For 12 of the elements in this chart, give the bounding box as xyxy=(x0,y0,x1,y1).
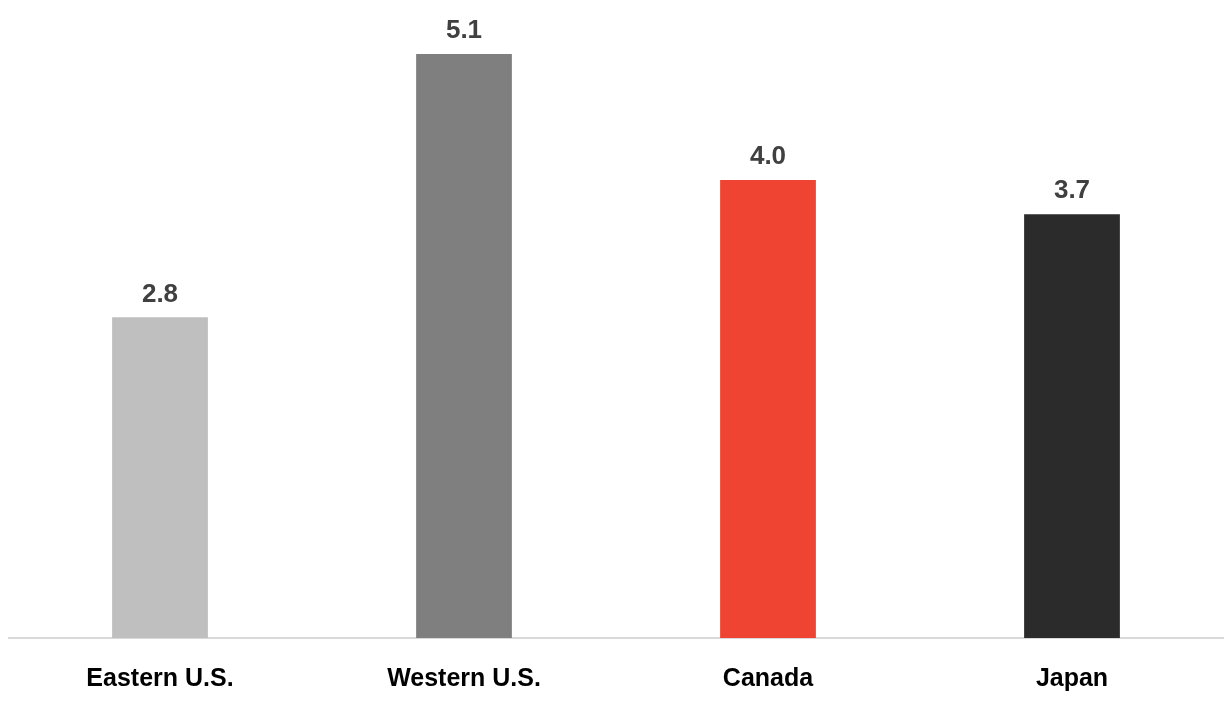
bar xyxy=(416,54,512,638)
data-label: 2.8 xyxy=(141,277,179,308)
bar xyxy=(720,179,816,638)
x-tick-label: Japan xyxy=(1035,662,1109,691)
x-tick-label: Eastern U.S. xyxy=(86,662,234,691)
bar xyxy=(112,317,208,638)
data-label: 5.1 xyxy=(445,14,483,45)
bar xyxy=(1024,214,1120,638)
data-label: 3.7 xyxy=(1053,174,1091,205)
data-label: 4.0 xyxy=(749,140,787,171)
x-tick-label: Western U.S. xyxy=(387,662,541,691)
x-tick-label: Canada xyxy=(722,662,815,691)
